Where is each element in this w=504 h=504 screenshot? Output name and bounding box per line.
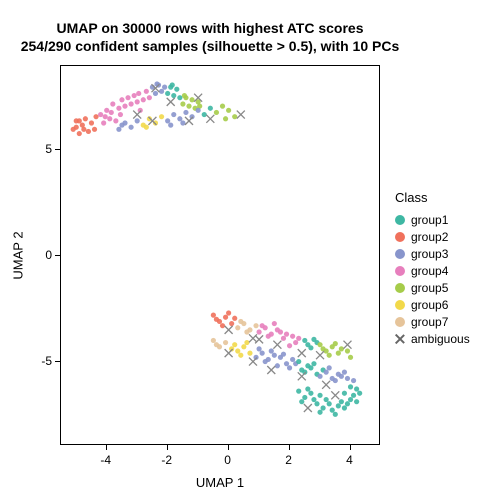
legend-label: group5 [411, 281, 448, 295]
legend-label: group4 [411, 264, 448, 278]
legend-swatch [395, 317, 405, 327]
y-tick-label: 5 [32, 142, 52, 156]
scatter-points [61, 66, 379, 444]
legend-items: group1 group2 group3 group4 group5 group6 grou… [395, 211, 470, 347]
legend-title: Class [395, 190, 470, 205]
x-tick-label: 2 [285, 453, 292, 467]
legend-item: group6 [395, 296, 470, 313]
y-tick-label: 0 [32, 248, 52, 262]
legend-item: group7 [395, 313, 470, 330]
legend-label: group1 [411, 213, 448, 227]
cross-icon [395, 334, 405, 344]
legend-item: group1 [395, 211, 470, 228]
chart-title-line1: UMAP on 30000 rows with highest ATC scor… [0, 20, 420, 36]
x-tick-label: 0 [224, 453, 231, 467]
y-tick-label: -5 [32, 354, 52, 368]
legend-label: ambiguous [411, 332, 470, 346]
legend-swatch [395, 215, 405, 225]
x-tick-label: -4 [100, 453, 111, 467]
legend-swatch [395, 266, 405, 276]
y-axis-label: UMAP 2 [8, 65, 28, 445]
legend-label: group7 [411, 315, 448, 329]
chart-title-line2: 254/290 confident samples (silhouette > … [0, 38, 420, 54]
x-tick-label: 4 [346, 453, 353, 467]
x-tick-label: -2 [161, 453, 172, 467]
legend-item: group2 [395, 228, 470, 245]
plot-area [60, 65, 380, 445]
legend-swatch [395, 283, 405, 293]
legend-swatch [395, 300, 405, 310]
legend-item: group4 [395, 262, 470, 279]
chart-container: UMAP on 30000 rows with highest ATC scor… [0, 0, 504, 504]
legend-label: group3 [411, 247, 448, 261]
legend-item: group5 [395, 279, 470, 296]
legend-label: group6 [411, 298, 448, 312]
legend: Class group1group2group3group4group5grou… [395, 190, 470, 347]
legend-swatch [395, 249, 405, 259]
legend-swatch [395, 232, 405, 242]
legend-item: group3 [395, 245, 470, 262]
x-axis-label: UMAP 1 [60, 475, 380, 490]
legend-label: group2 [411, 230, 448, 244]
legend-item: ambiguous [395, 330, 470, 347]
